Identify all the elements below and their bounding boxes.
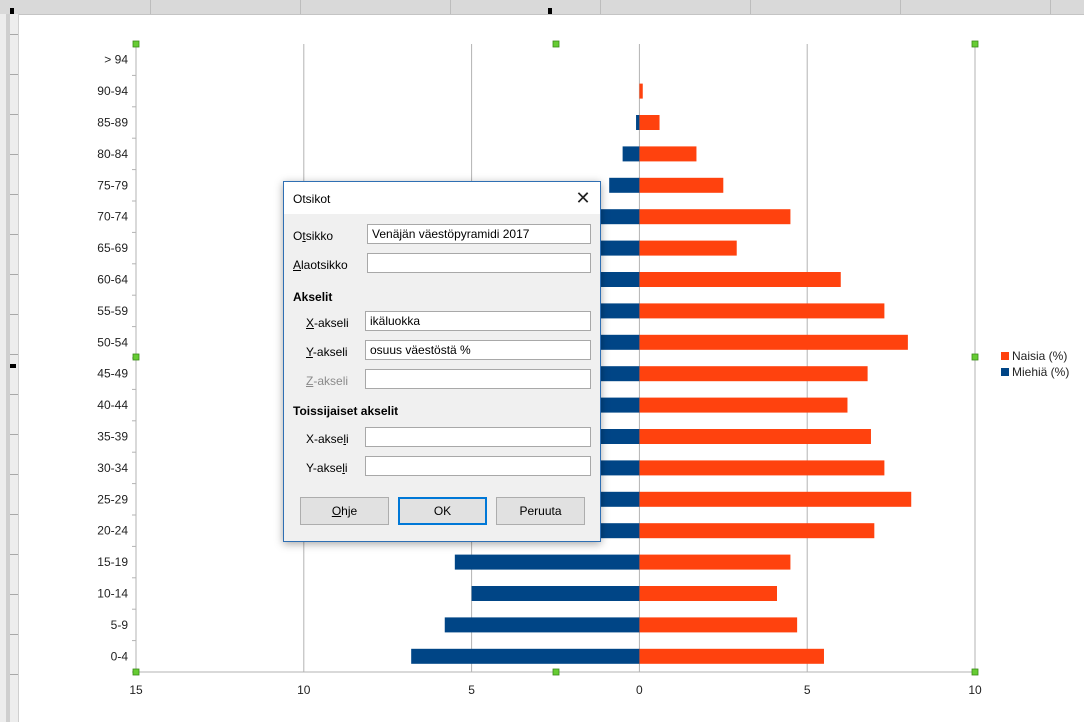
- x-axis-label: X-akseli: [306, 316, 349, 330]
- y-axis-label: Y-akseli: [306, 345, 348, 359]
- bar-miehia: [411, 648, 640, 664]
- selection-handle: [971, 668, 979, 676]
- left-anchor-mark: [10, 364, 16, 368]
- secondary-x-axis-label: X-akseli: [306, 432, 349, 446]
- bar-miehia: [471, 586, 640, 601]
- y-tick-label: 90-94: [97, 84, 128, 98]
- bar-naisia: [639, 586, 777, 601]
- legend-entry: Naisia (%): [1012, 349, 1067, 363]
- bar-naisia: [639, 617, 798, 633]
- dialog-title: Otsikot: [293, 192, 331, 206]
- bar-naisia: [639, 648, 824, 664]
- secondary-axes-section-heading: Toissijaiset akselit: [293, 404, 399, 418]
- bar-naisia: [639, 429, 871, 444]
- y-tick-label: 45-49: [97, 367, 128, 381]
- help-button[interactable]: Ohje: [300, 497, 389, 525]
- bar-naisia: [639, 397, 848, 413]
- top-left-anchor-mark: [10, 8, 14, 14]
- bar-naisia: [639, 303, 885, 319]
- bar-miehia: [636, 115, 640, 130]
- bar-naisia: [639, 460, 885, 476]
- z-axis-input[interactable]: [365, 369, 591, 389]
- axes-section-heading: Akselit: [293, 290, 333, 304]
- secondary-y-axis-input[interactable]: [365, 456, 591, 476]
- legend: Naisia (%) Miehiä (%): [1001, 349, 1069, 379]
- top-anchor-mark: [548, 8, 552, 14]
- bar-naisia: [639, 177, 724, 193]
- y-tick-label: 0-4: [111, 649, 129, 663]
- legend-swatch: [1001, 352, 1009, 360]
- x-axis-input[interactable]: [365, 311, 591, 331]
- y-tick-label: 5-9: [111, 618, 129, 632]
- legend-entry: Miehiä (%): [1012, 365, 1069, 379]
- selection-handle: [552, 40, 560, 48]
- dialog-titlebar[interactable]: Otsikot ✕: [284, 182, 600, 214]
- y-tick-label: 50-54: [97, 335, 128, 349]
- top-ruler: [0, 0, 1084, 15]
- bar-naisia: [639, 146, 697, 162]
- selection-handle: [971, 353, 979, 361]
- bar-naisia: [639, 554, 791, 570]
- selection-handles: [132, 40, 979, 676]
- subtitle-label: Alaotsikko: [293, 258, 348, 272]
- y-axis-input[interactable]: [365, 340, 591, 360]
- bar-miehia: [609, 177, 640, 193]
- bar-naisia: [639, 115, 660, 130]
- x-tick-label: 10: [297, 683, 311, 697]
- cancel-button[interactable]: Peruuta: [496, 497, 585, 525]
- x-tick-label: 5: [804, 683, 811, 697]
- y-tick-label: 10-14: [97, 587, 128, 601]
- z-axis-label: Z-akseli: [306, 374, 349, 388]
- subtitle-input[interactable]: [367, 253, 591, 273]
- selection-handle: [132, 668, 140, 676]
- selection-handle: [132, 353, 140, 361]
- y-tick-label: 75-79: [97, 178, 128, 192]
- bar-naisia: [639, 272, 841, 287]
- y-tick-label: 70-74: [97, 210, 128, 224]
- x-tick-label: 5: [468, 683, 475, 697]
- bar-miehia: [454, 554, 640, 570]
- x-tick-label: 10: [968, 683, 982, 697]
- selection-handle: [132, 40, 140, 48]
- y-tick-label: 80-84: [97, 147, 128, 161]
- title-input[interactable]: [367, 224, 591, 244]
- y-tick-label: 85-89: [97, 116, 128, 130]
- y-tick-label: 30-34: [97, 461, 128, 475]
- bar-naisia: [639, 523, 875, 539]
- bar-miehia: [622, 146, 640, 162]
- title-label: Otsikko: [293, 229, 334, 243]
- y-tick-label: > 94: [104, 53, 128, 67]
- ok-button[interactable]: OK: [398, 497, 487, 525]
- bar-naisia: [639, 366, 868, 382]
- bar-naisia: [639, 240, 737, 256]
- y-tick-label: 15-19: [97, 555, 128, 569]
- tick-labels: 15 10 5 0 5 10 0-4 5-9 10-14 15-19 20-24 25-29 30-34…: [97, 53, 982, 697]
- close-icon[interactable]: ✕: [575, 188, 591, 208]
- y-tick-label: 20-24: [97, 524, 128, 538]
- selection-handle: [971, 40, 979, 48]
- y-tick-label: 65-69: [97, 241, 128, 255]
- x-tick-label: 0: [636, 683, 643, 697]
- bar-naisia: [639, 334, 908, 350]
- titles-dialog: Otsikot ✕ Otsikko Alaotsikko Akselit X-a…: [283, 181, 601, 542]
- bar-naisia: [639, 83, 643, 99]
- secondary-x-axis-input[interactable]: [365, 427, 591, 447]
- bar-naisia: [639, 209, 791, 225]
- y-tick-label: 35-39: [97, 430, 128, 444]
- y-tick-label: 55-59: [97, 304, 128, 318]
- legend-swatch: [1001, 368, 1009, 376]
- y-tick-label: 60-64: [97, 273, 128, 287]
- bar-naisia: [639, 491, 912, 507]
- left-ruler: [0, 14, 19, 722]
- y-tick-label: 40-44: [97, 398, 128, 412]
- secondary-y-axis-label: Y-akseli: [306, 461, 348, 475]
- y-tick-label: 25-29: [97, 492, 128, 506]
- selection-handle: [552, 668, 560, 676]
- bar-miehia: [444, 617, 640, 633]
- x-tick-label: 15: [129, 683, 143, 697]
